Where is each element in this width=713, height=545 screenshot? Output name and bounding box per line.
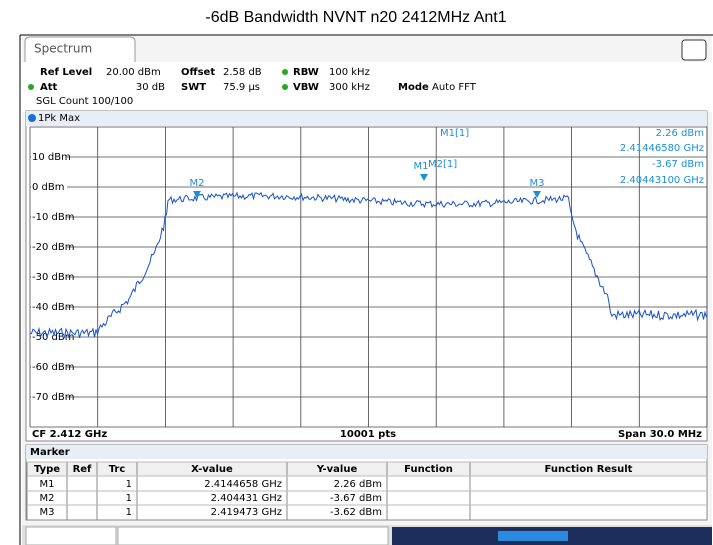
tab-label[interactable]: Spectrum — [34, 42, 92, 56]
trace-header — [26, 111, 707, 126]
table-title-bar — [26, 445, 707, 459]
y-label-bg — [31, 271, 67, 283]
trace-dot — [28, 114, 36, 122]
settings-area — [22, 62, 712, 112]
span: Span 30.0 MHz — [618, 429, 702, 440]
sweep-points: 10001 pts — [340, 429, 396, 440]
table-header-bg — [27, 462, 707, 476]
setting-label: RBW — [293, 67, 319, 78]
table-cell: 2.419473 GHz — [211, 507, 282, 518]
setting-value: 2.58 dB — [223, 67, 262, 78]
center-frequency: CF 2.412 GHz — [32, 429, 107, 440]
marker-info: -3.67 dBm — [652, 159, 704, 170]
table-header: X-value — [191, 464, 233, 475]
marker-info: 2.26 dBm — [656, 128, 704, 139]
indicator — [28, 84, 34, 90]
y-label: -60 dBm — [32, 362, 74, 373]
marker-info: 2.41446580 GHz — [620, 143, 704, 154]
marker-info: M1[1] — [440, 128, 469, 139]
table-cell: 1 — [126, 493, 132, 504]
trace-label: 1Pk Max — [38, 113, 80, 124]
table-cell: -3.67 dBm — [330, 493, 382, 504]
marker-flag-label: M1 — [414, 161, 429, 172]
setting-label: Mode — [398, 82, 429, 93]
marker-info: 2.40443100 GHz — [620, 175, 704, 186]
table-cell: 2.4144658 GHz — [204, 479, 282, 490]
setting-label: VBW — [293, 82, 319, 93]
marker-flag-label: M2 — [190, 178, 205, 189]
table-header: Trc — [109, 464, 126, 475]
table-cell: M3 — [40, 507, 55, 518]
table-header: Function Result — [545, 464, 633, 475]
y-label-bg — [31, 241, 67, 253]
graph-box — [25, 110, 708, 442]
y-label: -70 dBm — [32, 392, 74, 403]
marker-info: M2[1] — [428, 159, 457, 170]
setting-value: 20.00 dBm — [106, 67, 161, 78]
setting-value: 30 dB — [136, 82, 165, 93]
y-label-bg — [31, 391, 67, 403]
grid: 10 dBm 0 dBm -10 dBm -20 dBm -30 dBm -40 dBm -… — [29, 126, 708, 428]
marker-flag — [193, 191, 201, 198]
progress-bar — [498, 531, 568, 541]
trace — [29, 191, 707, 339]
y-label: 10 dBm — [32, 152, 71, 163]
table-header: Type — [34, 464, 60, 475]
setting-label: Offset — [181, 67, 215, 78]
y-label: -50 dBm — [32, 332, 74, 343]
y-label: -20 dBm — [32, 242, 74, 253]
status-field — [25, 526, 117, 545]
setting-value: Auto FFT — [432, 82, 477, 93]
marker-flag — [533, 191, 541, 198]
table-cell: 2.404431 GHz — [211, 493, 282, 504]
table-cell: M2 — [40, 493, 55, 504]
menu-icon[interactable] — [681, 39, 707, 61]
table-header: Ref — [73, 464, 92, 475]
y-label-bg — [31, 181, 67, 193]
y-label: -30 dBm — [32, 272, 74, 283]
setting-value: 75.9 µs — [223, 82, 260, 93]
y-label-bg — [31, 301, 67, 313]
status-field — [117, 526, 389, 545]
table-cell: 1 — [126, 507, 132, 518]
table-title: Marker — [30, 447, 70, 458]
indicator — [282, 69, 288, 75]
y-label-bg — [31, 361, 67, 373]
table-cell: M1 — [40, 479, 55, 490]
y-label-bg — [31, 211, 67, 223]
table-header: Y-value — [316, 464, 358, 475]
y-label-bg — [31, 151, 67, 163]
y-label: 0 dBm — [32, 182, 65, 193]
table-cell: -3.62 dBm — [330, 507, 382, 518]
marker-flag — [420, 174, 428, 181]
tab[interactable] — [24, 36, 136, 62]
setting-label: Ref Level — [40, 67, 92, 78]
indicator — [282, 84, 288, 90]
marker-flag-label: M3 — [530, 178, 545, 189]
table-body: Type Ref Trc X-value Y-value Function Function… — [26, 461, 708, 520]
setting-label: SWT — [181, 82, 206, 93]
setting-value: 100 kHz — [329, 67, 370, 78]
table-cell: 2.26 dBm — [334, 479, 382, 490]
table-header: Function — [404, 464, 453, 475]
table-cell: 1 — [126, 479, 132, 490]
y-label: -40 dBm — [32, 302, 74, 313]
setting-value: 300 kHz — [329, 82, 370, 93]
page-title: -6dB Bandwidth NVNT n20 2412MHz Ant1 — [205, 9, 506, 26]
sweep-count: SGL Count 100/100 — [36, 96, 133, 107]
y-label: -10 dBm — [32, 212, 74, 223]
setting-label: Att — [40, 82, 58, 93]
